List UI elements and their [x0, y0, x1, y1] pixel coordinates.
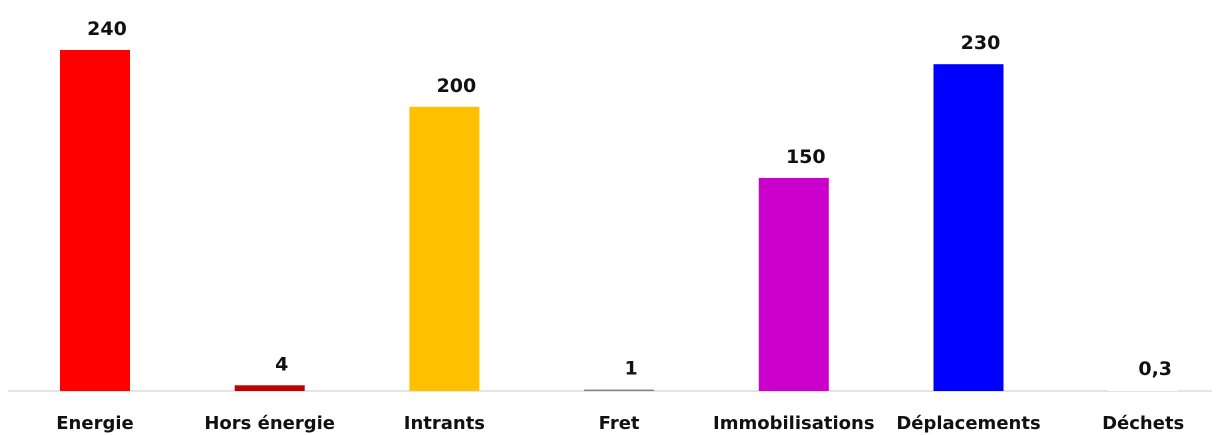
bar-energie [60, 50, 130, 391]
bar-dechets [1108, 390, 1179, 391]
value-label-fret: 1 [624, 358, 637, 380]
category-label-dechets: Déchets [1102, 413, 1184, 434]
category-label-fret: Fret [599, 413, 640, 434]
bar-immobilisations [758, 177, 829, 391]
value-labels-layer: 240 4 200 1 150 230 0,3 [87, 18, 1172, 380]
category-label-deplacements: Déplacements [896, 413, 1040, 434]
value-label-dechets: 0,3 [1138, 358, 1172, 380]
bar-fret [584, 389, 655, 391]
category-label-hors-energie: Hors énergie [204, 413, 335, 434]
bar-intrants [409, 106, 480, 392]
value-label-intrants: 200 [437, 75, 477, 97]
category-label-energie: Energie [56, 413, 133, 434]
bar-hors-energie [234, 385, 305, 391]
value-label-energie: 240 [87, 18, 127, 40]
category-label-intrants: Intrants [404, 413, 485, 434]
value-label-immobilisations: 150 [786, 146, 826, 168]
category-labels-layer: Energie Hors énergie Intrants Fret Immobilis… [56, 413, 1184, 434]
category-label-immobilisations: Immobilisations [713, 413, 875, 434]
value-label-deplacements: 230 [961, 32, 1001, 54]
value-label-hors-energie: 4 [275, 353, 288, 375]
bar-deplacements [933, 64, 1004, 391]
bars-layer [60, 50, 1179, 392]
